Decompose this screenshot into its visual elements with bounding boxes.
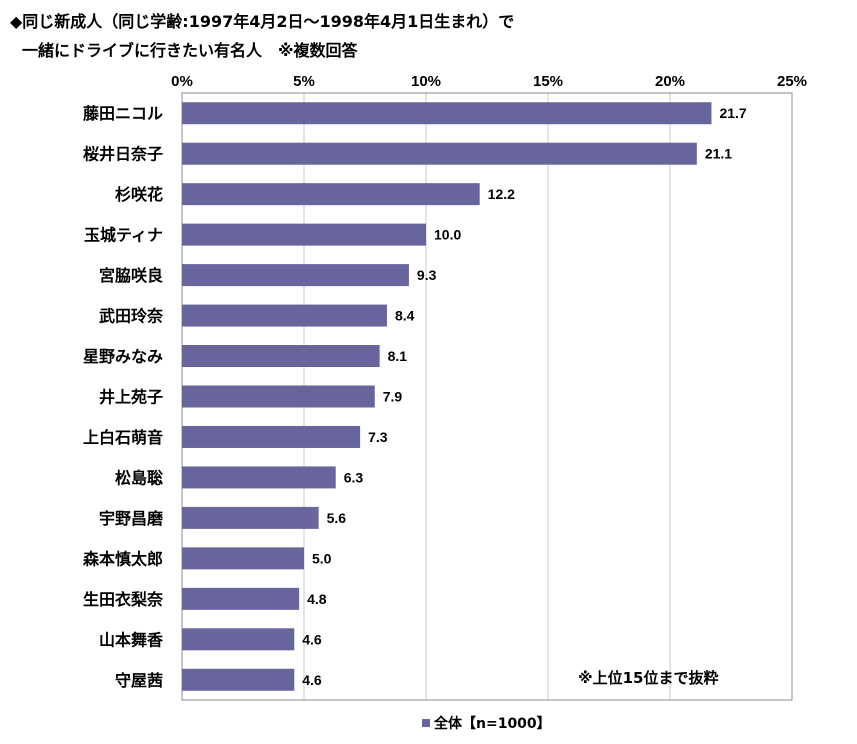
category-label: 森本慎太郎 [83,549,163,568]
value-label: 7.9 [383,389,403,405]
value-label: 8.1 [388,348,408,364]
value-label: 4.6 [302,631,322,647]
bar [182,466,336,489]
value-label: 7.3 [368,429,388,445]
chart-title-line1: ◆同じ新成人（同じ学齢:1997年4月2日～1998年4月1日生まれ）で [10,12,515,31]
legend-swatch [422,719,430,727]
x-tick-label: 20% [655,73,685,90]
value-label: 21.1 [705,146,732,162]
value-label: 5.0 [312,550,332,566]
category-label: 武田玲奈 [99,307,164,326]
value-label: 5.6 [327,510,347,526]
category-label: 宮脇咲良 [99,266,163,285]
x-tick-label: 5% [293,73,315,90]
chart-note: ※上位15位まで抜粋 [578,669,719,687]
category-label: 守屋茜 [115,671,163,690]
x-tick-label: 25% [777,73,807,90]
category-label: 藤田ニコル [83,104,163,123]
category-label: 桜井日奈子 [83,145,163,164]
category-label: 杉咲花 [115,185,163,204]
category-label: 宇野昌磨 [99,509,163,528]
chart-title-line2: 一緒にドライブに行きたい有名人 ※複数回答 [22,41,358,60]
x-tick-label: 10% [411,73,441,90]
value-label: 6.3 [344,469,364,485]
value-label: 9.3 [417,267,437,283]
category-label: 玉城ティナ [84,226,163,245]
value-label: 4.6 [302,672,322,688]
category-label: 上白石萌音 [83,428,163,447]
category-label: 松島聡 [115,468,163,487]
bar [182,183,480,206]
bar [182,264,409,287]
x-tick-label: 0% [171,73,193,90]
category-label: 井上苑子 [99,388,163,407]
value-label: 21.7 [719,105,746,121]
bar [182,385,375,408]
bar [182,345,380,368]
bar [182,587,300,610]
bar [182,506,319,529]
category-label: 星野みなみ [83,347,163,366]
category-label: 山本舞香 [99,630,164,649]
legend-label: 全体【n=1000】 [434,716,551,732]
value-label: 12.2 [488,186,515,202]
value-label: 4.8 [307,591,327,607]
bar [182,668,295,691]
legend: 全体【n=1000】 [422,713,551,733]
bar [182,628,295,651]
bar [182,142,697,165]
value-label: 10.0 [434,227,461,243]
bar [182,102,712,125]
value-label: 8.4 [395,308,415,324]
bar [182,304,387,327]
bar [182,223,426,246]
bar [182,547,304,570]
bar [182,425,361,448]
category-label: 生田衣梨奈 [83,590,164,609]
x-tick-label: 15% [533,73,563,90]
